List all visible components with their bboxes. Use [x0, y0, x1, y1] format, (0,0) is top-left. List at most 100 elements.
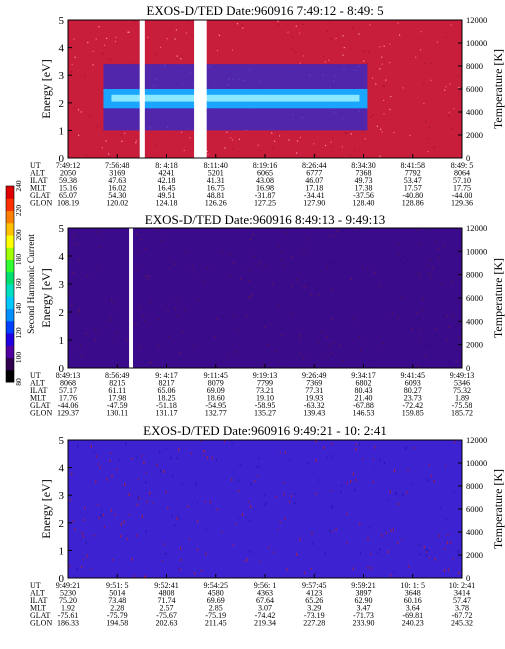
speckle	[402, 87, 404, 89]
speckle	[430, 62, 432, 64]
panel-3: EXOS-D/TED Date:960916 9:49:21 - 10: 2:4…	[30, 423, 505, 628]
speckle	[124, 483, 126, 487]
ephemeris-cell: 23.73	[404, 394, 422, 403]
speckle	[372, 77, 374, 79]
speckle	[136, 503, 138, 506]
speckle	[243, 560, 245, 562]
speckle	[179, 547, 182, 550]
speckle	[136, 456, 138, 459]
ephemeris-cell: 8:34:30	[351, 161, 375, 170]
speckle	[458, 335, 460, 337]
ephemeris-cell: 75.32	[453, 386, 471, 395]
y2-axis-label: Temperature [K]	[491, 49, 505, 129]
ephemeris-cell: 4580	[208, 589, 224, 598]
ephemeris-cell: 3897	[356, 589, 372, 598]
speckle	[423, 545, 425, 549]
speckle	[363, 60, 365, 62]
texture-speckles	[68, 228, 460, 367]
speckle	[367, 50, 370, 52]
speckle	[284, 451, 286, 454]
speckle	[434, 557, 436, 561]
speckle	[303, 55, 305, 57]
speckle	[376, 288, 378, 291]
speckle	[331, 318, 333, 320]
ephemeris-row-label: MLT	[30, 394, 46, 403]
speckle	[138, 346, 140, 348]
speckle	[153, 346, 155, 348]
colorbar-segment	[6, 235, 14, 248]
speckle	[89, 115, 91, 117]
speckle	[109, 58, 111, 60]
speckle	[252, 234, 254, 236]
speckle	[232, 139, 234, 141]
speckle	[197, 548, 199, 551]
speckle	[282, 265, 285, 268]
speckle	[228, 354, 230, 356]
y-tick-label: 4	[59, 43, 65, 55]
speckle	[451, 282, 453, 284]
ephemeris-cell: 7799	[257, 379, 273, 388]
speckle	[341, 146, 343, 148]
colorbar-tick-label: 100	[14, 352, 23, 364]
speckle	[127, 31, 129, 33]
speckle	[111, 300, 113, 302]
speckle	[148, 275, 150, 277]
data-gap	[194, 20, 207, 158]
speckle	[335, 37, 337, 39]
colorbar-segment	[6, 210, 14, 224]
speckle	[378, 268, 380, 270]
speckle	[239, 463, 241, 466]
speckle	[111, 338, 113, 340]
speckle	[331, 505, 333, 509]
speckle	[330, 146, 332, 148]
speckle	[139, 306, 141, 308]
ephemeris-cell: 59.38	[59, 176, 77, 185]
y-axis-label: Energy [eV]	[39, 479, 53, 538]
y2-tick-label: 4000	[466, 527, 483, 537]
speckle	[263, 364, 265, 366]
ephemeris-cell: 6802	[356, 379, 372, 388]
speckle	[101, 307, 103, 309]
speckle	[180, 58, 182, 60]
speckle	[143, 461, 145, 465]
speckle	[414, 318, 416, 320]
colorbar-segment	[6, 333, 14, 346]
speckle	[457, 550, 460, 553]
speckle	[249, 550, 251, 553]
speckle	[279, 521, 281, 524]
speckle	[399, 34, 401, 36]
speckle	[144, 319, 146, 321]
speckle	[450, 24, 452, 26]
speckle	[81, 531, 83, 535]
speckle	[124, 287, 126, 290]
speckle	[420, 31, 422, 33]
ephemeris-cell: 139.43	[303, 409, 325, 418]
speckle	[296, 140, 299, 142]
speckle	[78, 134, 80, 136]
speckle	[96, 231, 98, 233]
speckle	[102, 53, 104, 55]
speckle	[176, 517, 178, 521]
speckle	[93, 534, 95, 537]
speckle	[416, 312, 418, 314]
speckle	[71, 63, 73, 66]
colorbar-segment	[6, 369, 14, 383]
speckle	[221, 530, 223, 533]
speckle	[169, 267, 171, 269]
speckle	[95, 480, 97, 484]
speckle	[417, 229, 419, 231]
speckle	[231, 148, 234, 150]
speckle	[299, 136, 302, 139]
speckle	[419, 340, 421, 342]
ephemeris-row-label: ALT	[30, 379, 45, 388]
speckle	[427, 479, 429, 483]
speckle	[76, 243, 78, 245]
speckle	[250, 505, 252, 509]
ephemeris-cell: 9:49:21	[56, 581, 80, 590]
plot-background	[68, 228, 462, 368]
colorbar-tick-label: 120	[14, 327, 23, 339]
speckle	[299, 335, 301, 337]
speckle	[354, 488, 356, 492]
ephemeris-row-label: GLAT	[30, 611, 51, 620]
speckle	[150, 358, 152, 360]
